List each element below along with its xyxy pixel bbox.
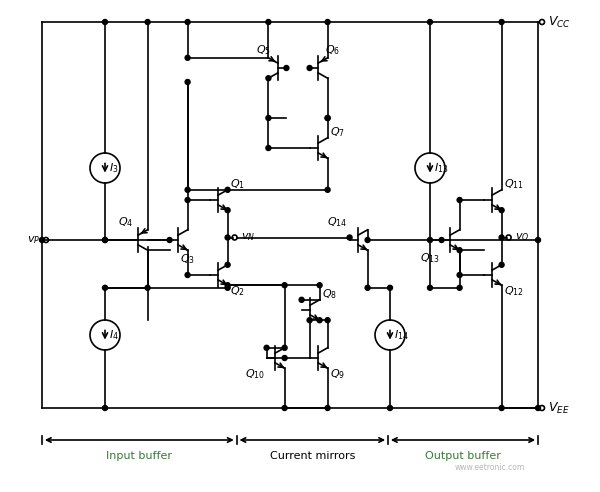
Circle shape	[427, 285, 433, 290]
Circle shape	[282, 405, 287, 410]
Text: $Q_7$: $Q_7$	[329, 125, 344, 139]
Circle shape	[145, 285, 150, 290]
Text: Current mirrors: Current mirrors	[269, 451, 355, 461]
Circle shape	[317, 318, 322, 323]
Circle shape	[536, 405, 541, 410]
Text: Output buffer: Output buffer	[425, 451, 501, 461]
Circle shape	[225, 283, 230, 288]
Text: $Q_1$: $Q_1$	[230, 178, 245, 191]
Text: $Q_{12}$: $Q_{12}$	[503, 284, 523, 298]
Circle shape	[103, 238, 107, 243]
Text: $v_O$: $v_O$	[515, 232, 529, 244]
Text: $Q_{10}$: $Q_{10}$	[245, 367, 265, 380]
Text: $I_3$: $I_3$	[109, 161, 119, 175]
Circle shape	[145, 20, 150, 25]
Circle shape	[225, 235, 230, 240]
Circle shape	[103, 285, 107, 290]
Circle shape	[185, 187, 190, 192]
Circle shape	[103, 20, 107, 25]
Circle shape	[325, 405, 330, 410]
Circle shape	[282, 356, 287, 361]
Circle shape	[499, 235, 504, 240]
Text: $v_N$: $v_N$	[241, 232, 255, 244]
Circle shape	[347, 235, 352, 240]
Text: $I_4$: $I_4$	[109, 328, 119, 342]
Circle shape	[457, 273, 462, 277]
Circle shape	[266, 146, 271, 151]
Circle shape	[457, 247, 462, 253]
Circle shape	[536, 238, 541, 243]
Text: $v_P$: $v_P$	[27, 234, 40, 246]
Circle shape	[167, 238, 172, 243]
Circle shape	[307, 318, 312, 323]
Circle shape	[284, 65, 289, 70]
Circle shape	[388, 405, 392, 410]
Text: $Q_3$: $Q_3$	[180, 252, 195, 266]
Text: $Q_5$: $Q_5$	[256, 43, 271, 57]
Text: $Q_2$: $Q_2$	[230, 284, 244, 298]
Circle shape	[457, 285, 462, 290]
Text: $I_{14}$: $I_{14}$	[394, 328, 409, 342]
Text: Input buffer: Input buffer	[106, 451, 172, 461]
Circle shape	[225, 285, 230, 290]
Text: $Q_9$: $Q_9$	[329, 367, 345, 380]
Circle shape	[185, 80, 190, 85]
Circle shape	[225, 262, 230, 267]
Circle shape	[266, 20, 271, 25]
Circle shape	[282, 283, 287, 288]
Circle shape	[325, 116, 330, 121]
Text: $Q_{14}$: $Q_{14}$	[328, 215, 347, 229]
Circle shape	[499, 20, 504, 25]
Circle shape	[457, 197, 462, 203]
Circle shape	[388, 285, 392, 290]
Text: $V_{CC}$: $V_{CC}$	[548, 14, 571, 30]
Circle shape	[185, 55, 190, 61]
Circle shape	[325, 187, 330, 192]
Text: $Q_8$: $Q_8$	[322, 287, 337, 301]
Circle shape	[427, 20, 433, 25]
Text: $Q_6$: $Q_6$	[325, 43, 340, 57]
Text: $I_{13}$: $I_{13}$	[434, 161, 448, 175]
Circle shape	[499, 208, 504, 213]
Circle shape	[103, 238, 107, 243]
Circle shape	[317, 283, 322, 288]
Circle shape	[307, 65, 312, 70]
Circle shape	[40, 238, 44, 243]
Text: $Q_{13}$: $Q_{13}$	[419, 251, 440, 265]
Circle shape	[264, 345, 269, 350]
Circle shape	[427, 238, 433, 243]
Text: $V_{EE}$: $V_{EE}$	[548, 400, 569, 416]
Circle shape	[185, 197, 190, 203]
Circle shape	[225, 208, 230, 213]
Circle shape	[185, 273, 190, 277]
Circle shape	[325, 20, 330, 25]
Circle shape	[325, 318, 330, 323]
Circle shape	[325, 116, 330, 121]
Circle shape	[185, 20, 190, 25]
Circle shape	[282, 345, 287, 350]
Circle shape	[225, 187, 230, 192]
Circle shape	[299, 297, 304, 302]
Circle shape	[266, 76, 271, 81]
Circle shape	[499, 262, 504, 267]
Text: $Q_{11}$: $Q_{11}$	[503, 178, 524, 191]
Circle shape	[103, 405, 107, 410]
Text: www.eetronic.com: www.eetronic.com	[455, 463, 525, 472]
Circle shape	[365, 238, 370, 243]
Circle shape	[499, 405, 504, 410]
Circle shape	[365, 285, 370, 290]
Circle shape	[266, 116, 271, 121]
Circle shape	[439, 238, 444, 243]
Text: $Q_4$: $Q_4$	[118, 215, 134, 229]
